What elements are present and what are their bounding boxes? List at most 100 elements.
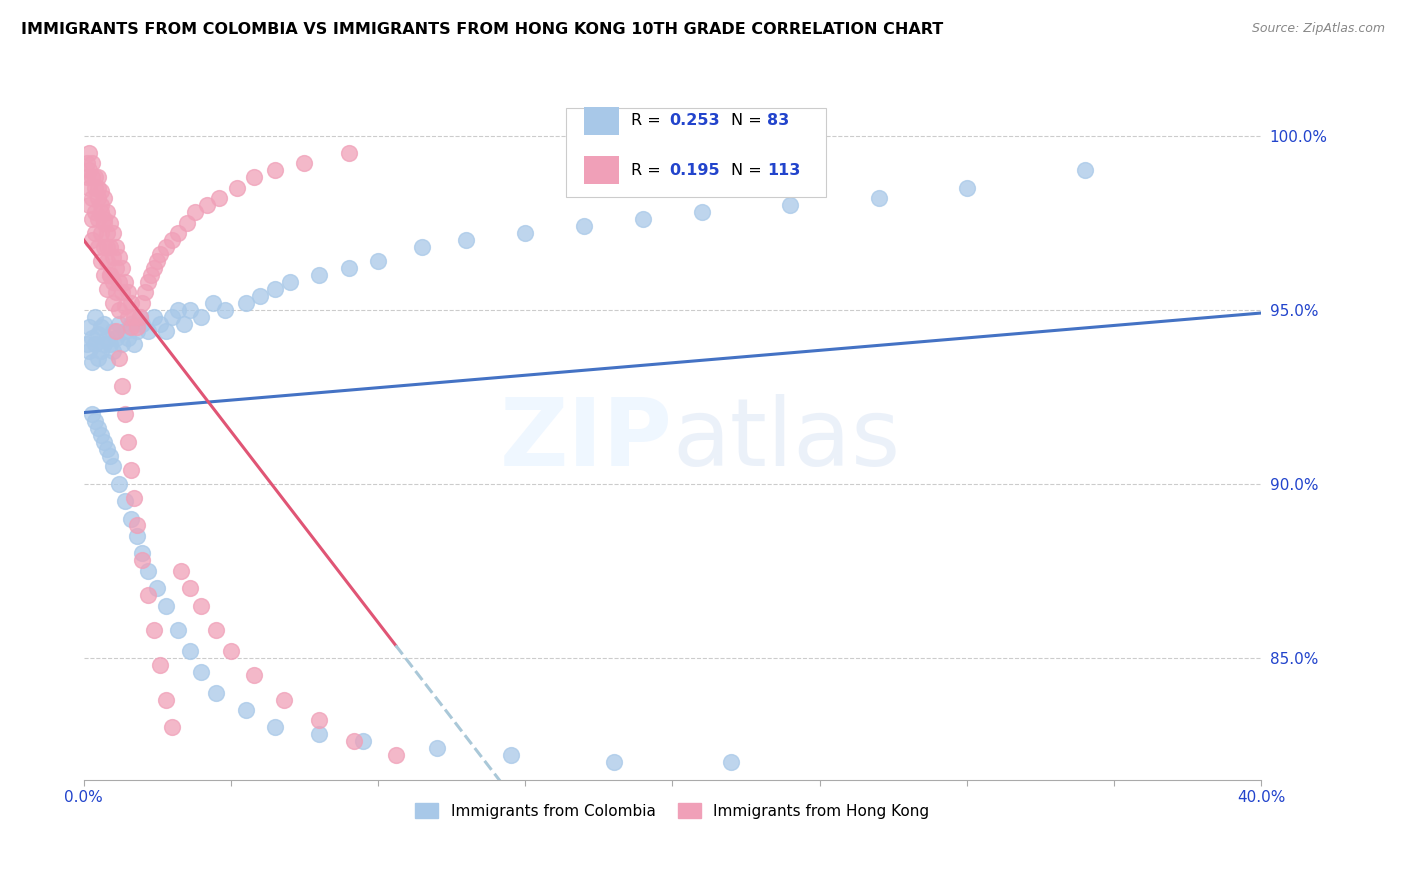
Point (155, 692, 177, 706)
Point (108, 302, 131, 317)
Point (108, 251, 131, 265)
Text: N =: N = (731, 162, 768, 178)
Point (190, 599, 212, 613)
Point (120, 511, 142, 525)
Point (111, 337, 134, 351)
Point (84, 310, 107, 324)
Point (90, 320, 112, 334)
Point (114, 275, 136, 289)
Point (93, 240, 115, 254)
Point (160, 720, 183, 734)
Point (93, 317, 115, 331)
Point (84, 226, 107, 240)
Point (294, 156, 316, 170)
Point (146, 254, 169, 268)
Point (87, 212, 110, 227)
Point (308, 268, 330, 282)
Text: 83: 83 (766, 113, 789, 128)
Point (82, 170, 104, 185)
Point (308, 727, 330, 741)
Point (720, 755, 742, 769)
Text: 113: 113 (766, 162, 800, 178)
Point (98, 216, 121, 230)
Point (125, 529, 148, 543)
Point (384, 748, 406, 763)
Point (79, 344, 101, 359)
Point (90, 226, 112, 240)
Point (82, 212, 104, 227)
Point (264, 163, 287, 178)
Point (82, 330, 104, 344)
Bar (583, 106, 620, 135)
Point (273, 692, 295, 706)
Point (264, 720, 287, 734)
Point (122, 491, 145, 505)
Point (631, 212, 654, 227)
Point (82, 407, 104, 421)
Point (120, 320, 142, 334)
Point (602, 755, 624, 769)
Point (96, 442, 118, 456)
Point (308, 714, 330, 728)
Point (93, 191, 115, 205)
Point (426, 741, 449, 756)
Point (278, 275, 301, 289)
Point (160, 233, 183, 247)
Point (101, 295, 124, 310)
Point (208, 191, 231, 205)
Point (93, 268, 115, 282)
Point (114, 407, 136, 421)
Point (84, 414, 107, 428)
Point (352, 734, 374, 748)
Point (79, 163, 101, 178)
Point (84, 181, 107, 195)
Point (956, 181, 979, 195)
Point (195, 198, 218, 212)
Point (111, 379, 134, 393)
Point (98, 337, 121, 351)
Point (690, 205, 713, 219)
Point (190, 310, 212, 324)
Point (93, 337, 115, 351)
Point (205, 685, 228, 699)
Point (111, 285, 134, 300)
Point (101, 251, 124, 265)
Point (117, 310, 139, 324)
Point (90, 198, 112, 212)
Point (84, 170, 107, 185)
Point (98, 268, 121, 282)
Point (96, 282, 118, 296)
Point (235, 295, 257, 310)
Point (90, 205, 112, 219)
Point (122, 310, 145, 324)
Point (90, 184, 112, 198)
Point (84, 205, 107, 219)
Point (96, 254, 118, 268)
Point (87, 421, 110, 435)
Point (138, 564, 160, 578)
Point (166, 623, 188, 637)
Point (166, 302, 188, 317)
Point (155, 599, 177, 613)
Point (108, 476, 131, 491)
Point (82, 233, 104, 247)
Point (179, 581, 201, 595)
Point (93, 434, 115, 449)
Point (249, 289, 271, 303)
Point (134, 285, 156, 300)
Point (104, 324, 127, 338)
Point (87, 351, 110, 366)
Point (90, 254, 112, 268)
Point (179, 644, 201, 658)
Point (125, 324, 148, 338)
Point (343, 734, 366, 748)
Point (179, 302, 201, 317)
Point (170, 564, 193, 578)
Legend: Immigrants from Colombia, Immigrants from Hong Kong: Immigrants from Colombia, Immigrants fro… (409, 797, 936, 825)
Point (96, 240, 118, 254)
Text: IMMIGRANTS FROM COLOMBIA VS IMMIGRANTS FROM HONG KONG 10TH GRADE CORRELATION CHA: IMMIGRANTS FROM COLOMBIA VS IMMIGRANTS F… (21, 22, 943, 37)
Point (79, 146, 101, 161)
Bar (583, 156, 620, 185)
Point (143, 310, 166, 324)
Point (96, 355, 118, 369)
